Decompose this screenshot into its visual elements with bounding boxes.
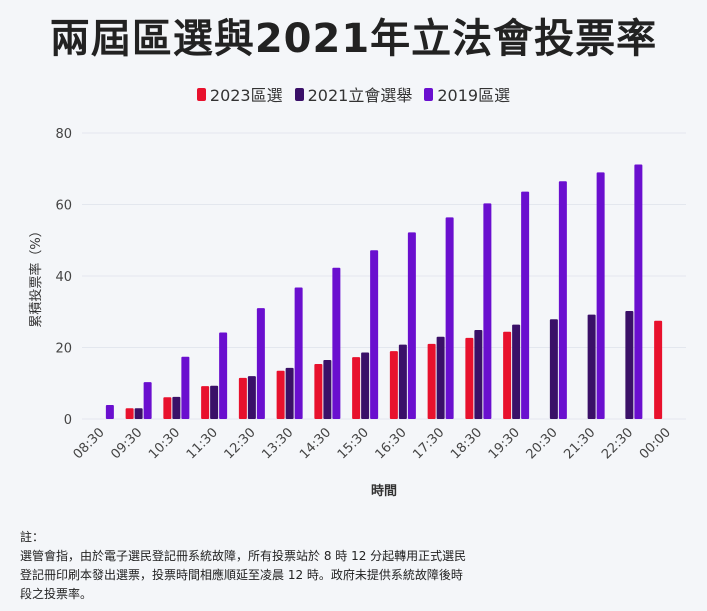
bar-2019區選-14:30 [332,267,341,419]
footnote-line-3: 段之投票率。 [20,587,93,601]
bar-2021立會選舉-13:30 [285,367,294,419]
bar-2021立會選舉-17:30 [436,336,445,419]
footnote-line-1: 選管會指，由於電子選民登記冊系統故障，所有投票站於 8 時 12 分起轉用正式選… [20,549,467,563]
x-tick-label: 21:30 [561,425,598,462]
legend-item-2021[interactable]: 2021立會選舉 [294,82,413,106]
bar-2021立會選舉-18:30 [474,329,483,419]
chart-legend: 2023區選 2021立會選舉 2019區選 [0,82,707,106]
legend-swatch-2023 [196,87,206,101]
x-tick-label: 12:30 [222,425,259,462]
y-tick-label: 80 [55,127,72,142]
legend-item-2023[interactable]: 2023區選 [196,82,283,106]
bar-2019區選-15:30 [370,250,379,419]
bar-2021立會選舉-12:30 [247,376,256,419]
bar-2023區選-10:30 [163,397,172,419]
bar-2021立會選舉-16:30 [398,344,407,419]
bar-2021立會選舉-15:30 [361,352,370,419]
bar-2019區選-16:30 [407,232,416,419]
x-tick-label: 10:30 [146,425,183,462]
bar-2023區選-14:30 [314,363,323,419]
legend-swatch-2019 [424,87,434,101]
bar-2023區選-00:00 [654,320,663,419]
bar-chart: 0 20 40 60 80 累積投票率（%） 08:30 09:30 10:30 11:30 12:… [28,127,686,499]
bar-2023區選-17:30 [427,343,436,419]
bar-2021立會選舉-11:30 [210,385,219,419]
x-tick-label: 14:30 [297,425,334,462]
bar-2023區選-15:30 [352,357,361,419]
bar-2019區選-22:30 [634,164,643,419]
bar-2021立會選舉-09:30 [134,408,143,419]
x-tick-label: 09:30 [108,425,145,462]
legend-swatch-2021 [294,87,304,101]
x-tick-label: 11:30 [184,425,221,462]
bar-2019區選-09:30 [143,382,152,419]
bar-2021立會選舉-14:30 [323,360,332,419]
bar-2019區選-20:30 [558,181,567,419]
x-tick-label: 20:30 [524,425,561,462]
bar-2023區選-12:30 [238,377,247,419]
bar-2021立會選舉-20:30 [549,319,558,419]
y-tick-label: 20 [55,342,72,357]
bar-2023區選-13:30 [276,370,285,419]
chart-title: 兩屆區選與2021年立法會投票率 [49,16,658,62]
bar-2021立會選舉-22:30 [625,311,634,419]
bar-2021立會選舉-19:30 [512,324,521,419]
bar-2019區選-12:30 [256,308,265,419]
bar-2023區選-19:30 [503,331,512,419]
bar-2023區選-16:30 [389,351,398,419]
bar-2019區選-10:30 [181,356,190,419]
footnote-heading: 註： [20,530,45,544]
y-tick-label: 60 [55,199,72,214]
bar-2021立會選舉-10:30 [172,396,181,419]
bar-2019區選-08:30 [105,405,114,419]
bar-2019區選-13:30 [294,287,303,419]
x-axis-label: 時間 [371,483,397,499]
x-tick-label: 00:00 [637,425,674,462]
bar-2019區選-21:30 [596,172,605,419]
legend-label-2019: 2019區選 [437,86,511,105]
x-tick-label: 13:30 [259,425,296,462]
footnote-line-2: 登記冊印刷本發出選票，投票時間相應順延至凌晨 12 時。政府未提供系統故障後時 [20,568,463,582]
bar-2019區選-18:30 [483,203,492,419]
legend-label-2023: 2023區選 [209,86,283,105]
x-tick-label: 17:30 [410,425,447,462]
x-tick-label: 22:30 [599,425,636,462]
x-tick-label: 18:30 [448,425,485,462]
legend-item-2019[interactable]: 2019區選 [424,82,510,106]
bar-2019區選-11:30 [219,332,228,419]
x-tick-label: 08:30 [71,425,108,462]
x-tick-label: 15:30 [335,425,372,462]
y-tick-label: 40 [55,270,72,285]
x-tick-label: 16:30 [373,425,410,462]
x-tick-label: 19:30 [486,425,523,462]
legend-label-2021: 2021立會選舉 [307,86,413,105]
bar-2019區選-19:30 [521,191,530,419]
bar-2021立會選舉-21:30 [587,314,596,419]
bar-2023區選-11:30 [201,386,210,419]
bar-2023區選-09:30 [125,408,134,419]
bar-2019區選-17:30 [445,217,454,419]
y-axis-label: 累積投票率（%） [28,224,44,327]
y-tick-label: 0 [64,413,72,428]
footnote: 註： 選管會指，由於電子選民登記冊系統故障，所有投票站於 8 時 12 分起轉用… [20,528,560,604]
bar-2023區選-18:30 [465,337,474,419]
